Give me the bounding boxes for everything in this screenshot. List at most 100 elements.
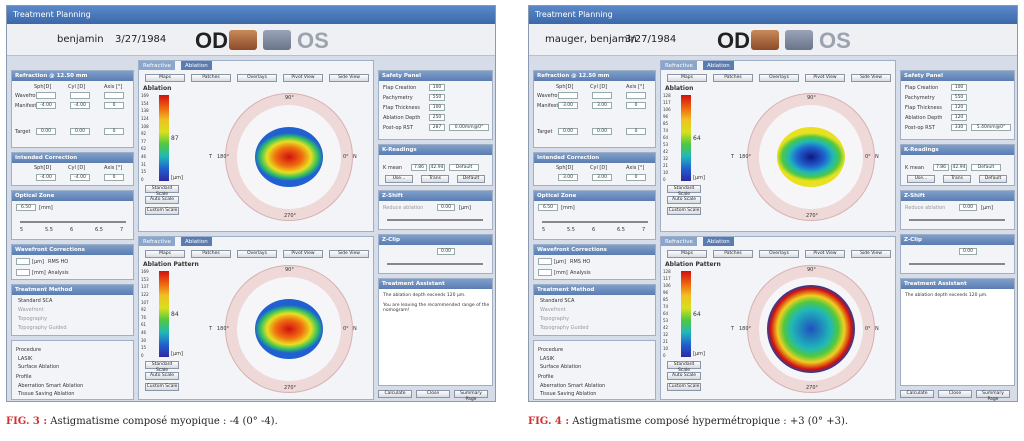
scale-button[interactable]: Standard Scale	[145, 361, 179, 373]
toolbar-button[interactable]: Side View	[329, 74, 369, 82]
target-cyl[interactable]: 0.00	[70, 128, 90, 135]
wavefront-field[interactable]	[626, 92, 646, 99]
toolbar-button[interactable]: Maps	[667, 74, 707, 82]
method-option[interactable]: Standard SCA	[18, 298, 53, 304]
wavefront-field[interactable]	[70, 92, 90, 99]
tab-ablation[interactable]: Ablation	[703, 61, 734, 70]
method-option[interactable]: Wavefront	[18, 307, 44, 313]
manifest-axis[interactable]: 0	[626, 102, 646, 109]
zshift-slider[interactable]	[909, 219, 1005, 221]
toolbar-button[interactable]: Patches	[191, 74, 231, 82]
tab-refractive[interactable]: Refractive	[661, 61, 697, 70]
method-option[interactable]: Topography	[540, 316, 570, 322]
scale-button[interactable]: Custom Scale	[667, 383, 701, 391]
toolbar-button[interactable]: Maps	[667, 250, 707, 258]
procedure-option[interactable]: Surface Ablation	[540, 364, 582, 370]
toolbar-button[interactable]: Maps	[145, 74, 185, 82]
toolbar-button[interactable]: Patches	[713, 74, 753, 82]
procedure-option[interactable]: LASIK	[540, 356, 555, 362]
optical-zone-input[interactable]: 6.50	[538, 204, 558, 211]
tab-ablation[interactable]: Ablation	[703, 237, 734, 246]
scale-button[interactable]: Auto Scale	[145, 196, 179, 204]
toolbar-button[interactable]: Patches	[191, 250, 231, 258]
tab-refractive[interactable]: Refractive	[661, 237, 697, 246]
manifest-sph[interactable]: 3.00	[558, 102, 578, 109]
target-axis[interactable]: 0	[104, 128, 124, 135]
manifest-cyl[interactable]: -4.00	[70, 102, 90, 109]
toolbar-button[interactable]: Side View	[851, 250, 891, 258]
target-sph[interactable]: 0.00	[558, 128, 578, 135]
toolbar-button[interactable]: Overlays	[237, 74, 277, 82]
wavefront-field[interactable]	[592, 92, 612, 99]
k-button[interactable]: Default	[979, 175, 1007, 183]
od-label[interactable]: OD	[717, 28, 750, 53]
toolbar-button[interactable]: Overlays	[759, 250, 799, 258]
toolbar-button[interactable]: Patches	[713, 250, 753, 258]
scale-button[interactable]: Auto Scale	[145, 372, 179, 380]
profile-option[interactable]: Aberration Smart Ablation	[540, 383, 606, 389]
profile-option[interactable]: Tissue Saving Ablation	[18, 391, 75, 397]
bottom-button[interactable]: Close	[938, 390, 972, 398]
scale-button[interactable]: Standard Scale	[145, 185, 179, 197]
bottom-button[interactable]: Summary Page	[976, 390, 1010, 402]
optical-zone-slider[interactable]	[542, 221, 648, 223]
procedure-option[interactable]: LASIK	[18, 356, 33, 362]
scale-button[interactable]: Custom Scale	[667, 207, 701, 215]
zshift-slider[interactable]	[387, 219, 483, 221]
manifest-axis[interactable]: 0	[104, 102, 124, 109]
left-eye-icon[interactable]	[785, 30, 813, 50]
optical-zone-slider[interactable]	[20, 221, 126, 223]
os-label[interactable]: OS	[819, 28, 851, 53]
zclip-value[interactable]: 0.00	[959, 248, 977, 255]
scale-button[interactable]: Custom Scale	[145, 383, 179, 391]
os-label[interactable]: OS	[297, 28, 329, 53]
method-option[interactable]: Wavefront	[540, 307, 566, 313]
k-button[interactable]: Trans	[943, 175, 971, 183]
target-axis[interactable]: 0	[626, 128, 646, 135]
wavefront-field[interactable]	[36, 92, 56, 99]
toolbar-button[interactable]: Maps	[145, 250, 185, 258]
toolbar-button[interactable]: Pivot View	[283, 250, 323, 258]
k-button[interactable]: Use...	[907, 175, 935, 183]
scale-button[interactable]: Custom Scale	[145, 207, 179, 215]
bottom-button[interactable]: Calculate	[900, 390, 934, 398]
left-eye-icon[interactable]	[263, 30, 291, 50]
k-button[interactable]: Default	[457, 175, 485, 183]
toolbar-button[interactable]: Side View	[851, 74, 891, 82]
toolbar-button[interactable]: Side View	[329, 250, 369, 258]
zclip-value[interactable]: 0.00	[437, 248, 455, 255]
zclip-slider[interactable]	[387, 263, 483, 265]
zshift-value[interactable]: 0.00	[437, 204, 455, 211]
toolbar-button[interactable]: Pivot View	[283, 74, 323, 82]
wavefront-field[interactable]	[558, 92, 578, 99]
bottom-button[interactable]: Calculate	[378, 390, 412, 398]
target-cyl[interactable]: 0.00	[592, 128, 612, 135]
toolbar-button[interactable]: Pivot View	[805, 250, 845, 258]
scale-button[interactable]: Auto Scale	[667, 196, 701, 204]
tab-refractive[interactable]: Refractive	[139, 237, 175, 246]
right-eye-icon[interactable]	[751, 30, 779, 50]
method-option[interactable]: Topography Guided	[540, 325, 589, 331]
procedure-option[interactable]: Surface Ablation	[18, 364, 60, 370]
toolbar-button[interactable]: Overlays	[237, 250, 277, 258]
scale-button[interactable]: Standard Scale	[667, 185, 701, 197]
right-eye-icon[interactable]	[229, 30, 257, 50]
toolbar-button[interactable]: Pivot View	[805, 74, 845, 82]
method-option[interactable]: Topography	[18, 316, 48, 322]
target-sph[interactable]: 0.00	[36, 128, 56, 135]
profile-option[interactable]: Aberration Smart Ablation	[18, 383, 84, 389]
zshift-value[interactable]: 0.00	[959, 204, 977, 211]
method-option[interactable]: Standard SCA	[540, 298, 575, 304]
tab-ablation[interactable]: Ablation	[181, 61, 212, 70]
tab-ablation[interactable]: Ablation	[181, 237, 212, 246]
scale-button[interactable]: Standard Scale	[667, 361, 701, 373]
tab-refractive[interactable]: Refractive	[139, 61, 175, 70]
profile-option[interactable]: Tissue Saving Ablation	[540, 391, 597, 397]
toolbar-button[interactable]: Overlays	[759, 74, 799, 82]
manifest-sph[interactable]: -4.00	[36, 102, 56, 109]
bottom-button[interactable]: Summary Page	[454, 390, 488, 402]
bottom-button[interactable]: Close	[416, 390, 450, 398]
method-option[interactable]: Topography Guided	[18, 325, 67, 331]
scale-button[interactable]: Auto Scale	[667, 372, 701, 380]
zclip-slider[interactable]	[909, 263, 1005, 265]
